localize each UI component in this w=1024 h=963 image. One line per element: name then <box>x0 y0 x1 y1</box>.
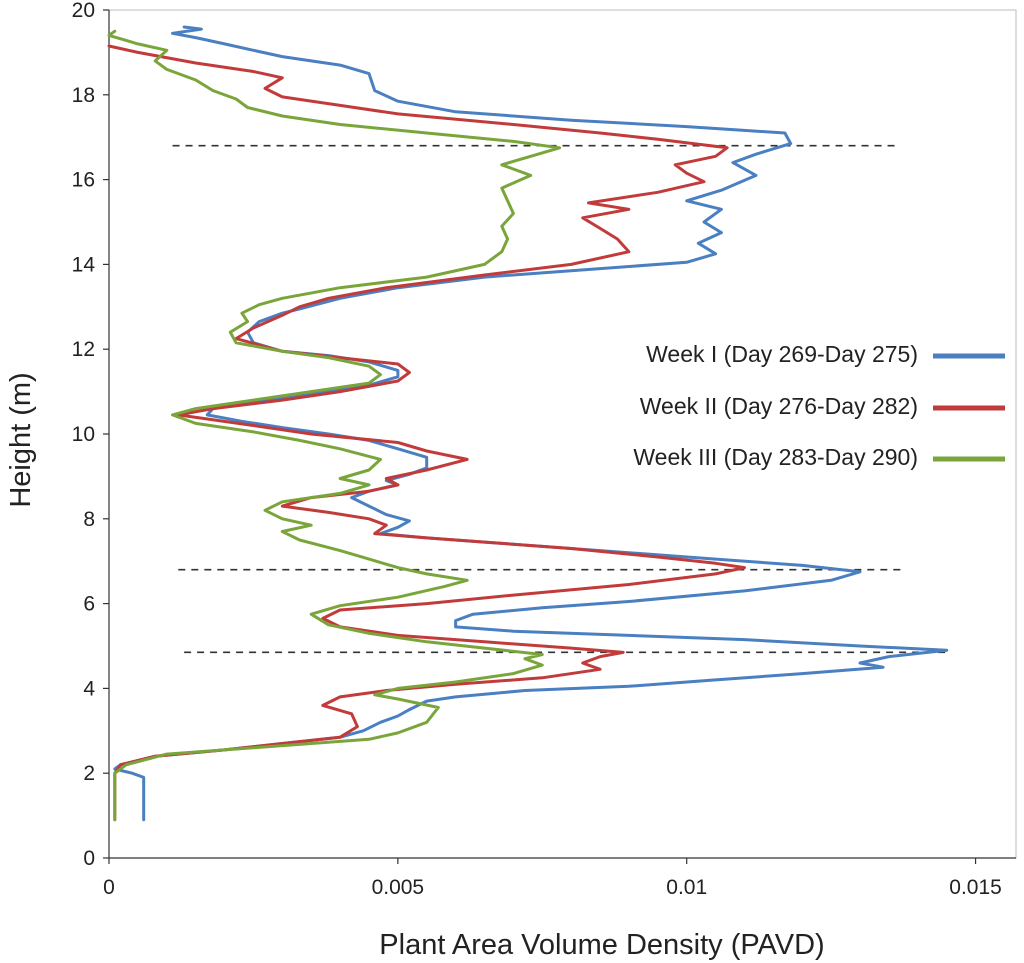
x-tick-label: 0.01 <box>666 876 707 899</box>
x-ticks: 0 0.005 0.01 0.015 <box>103 858 1002 899</box>
legend-label-week-2: Week II (Day 276-Day 282) <box>640 393 918 419</box>
y-tick-label: 2 <box>83 762 95 785</box>
legend-item-week-1: Week I (Day 269-Day 275) <box>646 341 1005 367</box>
x-tick-label: 0.005 <box>372 876 425 899</box>
y-tick-label: 6 <box>83 593 95 616</box>
legend-label-week-3: Week III (Day 283-Day 290) <box>633 444 918 470</box>
y-tick-label: 12 <box>72 338 95 361</box>
y-axis-title: Height (m) <box>5 372 37 507</box>
series-line-week-3 <box>107 29 562 822</box>
x-tick-label: 0.015 <box>949 876 1002 899</box>
y-tick-label: 18 <box>72 84 95 107</box>
y-tick-label: 10 <box>72 423 95 446</box>
legend-item-week-2: Week II (Day 276-Day 282) <box>640 393 1005 419</box>
y-tick-label: 0 <box>83 847 95 870</box>
y-tick-label: 8 <box>83 508 95 531</box>
series-group <box>107 25 949 822</box>
y-ticks: 0 2 4 6 8 10 12 14 16 18 20 <box>72 0 109 870</box>
series-line-week-2 <box>107 44 746 822</box>
x-tick-label: 0 <box>103 876 115 899</box>
legend: Week I (Day 269-Day 275) Week II (Day 27… <box>633 341 1005 470</box>
y-tick-label: 16 <box>72 169 95 192</box>
reference-lines <box>172 144 947 654</box>
plot-frame <box>108 9 1017 859</box>
y-tick-label: 20 <box>72 0 95 22</box>
y-tick-label: 4 <box>83 677 95 700</box>
y-tick-label: 14 <box>72 253 96 276</box>
legend-item-week-3: Week III (Day 283-Day 290) <box>633 444 1005 470</box>
x-axis-title: Plant Area Volume Density (PAVD) <box>379 929 824 961</box>
legend-label-week-1: Week I (Day 269-Day 275) <box>646 341 918 367</box>
